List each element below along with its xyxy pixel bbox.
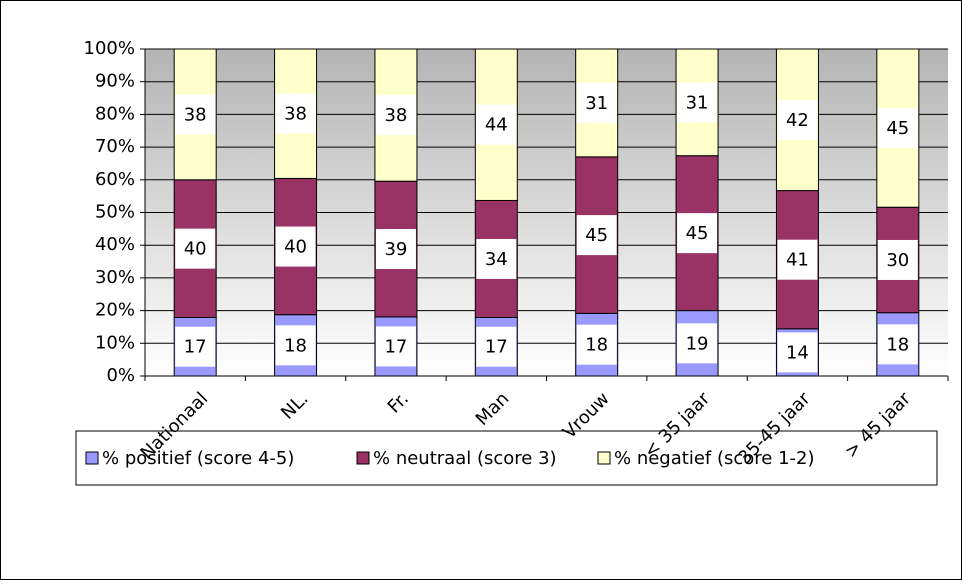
data-label: 17 — [184, 337, 207, 358]
data-label: 40 — [184, 239, 207, 260]
data-label-box — [877, 108, 918, 149]
data-label: 34 — [485, 249, 508, 270]
data-label: 45 — [585, 225, 608, 246]
data-label: 44 — [485, 115, 508, 136]
data-label: 40 — [284, 237, 307, 258]
data-label-box — [375, 229, 416, 270]
data-label-box — [677, 213, 718, 254]
y-tick-label: 80% — [95, 103, 135, 124]
y-tick-label: 0% — [106, 365, 135, 386]
data-label: 18 — [886, 334, 909, 355]
data-label: 17 — [384, 336, 407, 357]
data-label-box — [375, 95, 416, 136]
data-label: 14 — [786, 342, 809, 363]
data-label: 18 — [585, 335, 608, 356]
y-tick-label: 70% — [95, 136, 135, 157]
legend-label: % positief (score 4-5) — [102, 448, 294, 469]
data-label: 38 — [184, 104, 207, 125]
data-label: 17 — [485, 337, 508, 358]
legend-swatch — [85, 451, 99, 465]
legend — [75, 430, 938, 486]
y-tick-label: 20% — [95, 300, 135, 321]
data-label-box — [275, 226, 316, 267]
data-label-box — [476, 326, 517, 367]
data-label: 42 — [786, 110, 809, 131]
legend-label: % negatief (score 1-2) — [614, 448, 815, 469]
data-label: 39 — [384, 239, 407, 260]
data-label-box — [677, 323, 718, 364]
data-label-box — [175, 94, 216, 135]
data-label-box — [777, 332, 818, 373]
data-label: 31 — [585, 93, 608, 114]
data-label: 38 — [384, 105, 407, 126]
data-label-box — [476, 104, 517, 145]
data-label: 45 — [686, 223, 709, 244]
data-label-box — [877, 239, 918, 280]
legend-label: % neutraal (score 3) — [373, 448, 557, 469]
y-tick-label: 60% — [95, 169, 135, 190]
y-tick-label: 90% — [95, 71, 135, 92]
data-label-box — [777, 99, 818, 140]
data-label: 41 — [786, 250, 809, 271]
data-label-box — [275, 325, 316, 366]
data-label-box — [877, 324, 918, 365]
legend-swatch — [356, 451, 370, 465]
legend-swatch — [597, 451, 611, 465]
data-label: 31 — [686, 92, 709, 113]
data-label-box — [576, 215, 617, 256]
data-label: 45 — [886, 118, 909, 139]
data-label-box — [476, 238, 517, 279]
data-label-box — [777, 239, 818, 280]
y-tick-label: 30% — [95, 267, 135, 288]
data-label-box — [275, 93, 316, 134]
data-label-box — [175, 326, 216, 367]
data-label: 19 — [686, 333, 709, 354]
data-label-box — [677, 82, 718, 123]
data-label-box — [175, 228, 216, 269]
data-label: 38 — [284, 104, 307, 125]
data-label-box — [375, 326, 416, 367]
data-label-box — [576, 324, 617, 365]
data-label: 18 — [284, 335, 307, 356]
data-label-box — [576, 82, 617, 123]
y-tick-label: 40% — [95, 234, 135, 255]
y-tick-label: 50% — [95, 202, 135, 223]
data-label: 30 — [886, 250, 909, 271]
y-tick-label: 100% — [84, 38, 135, 59]
y-tick-label: 10% — [95, 332, 135, 353]
